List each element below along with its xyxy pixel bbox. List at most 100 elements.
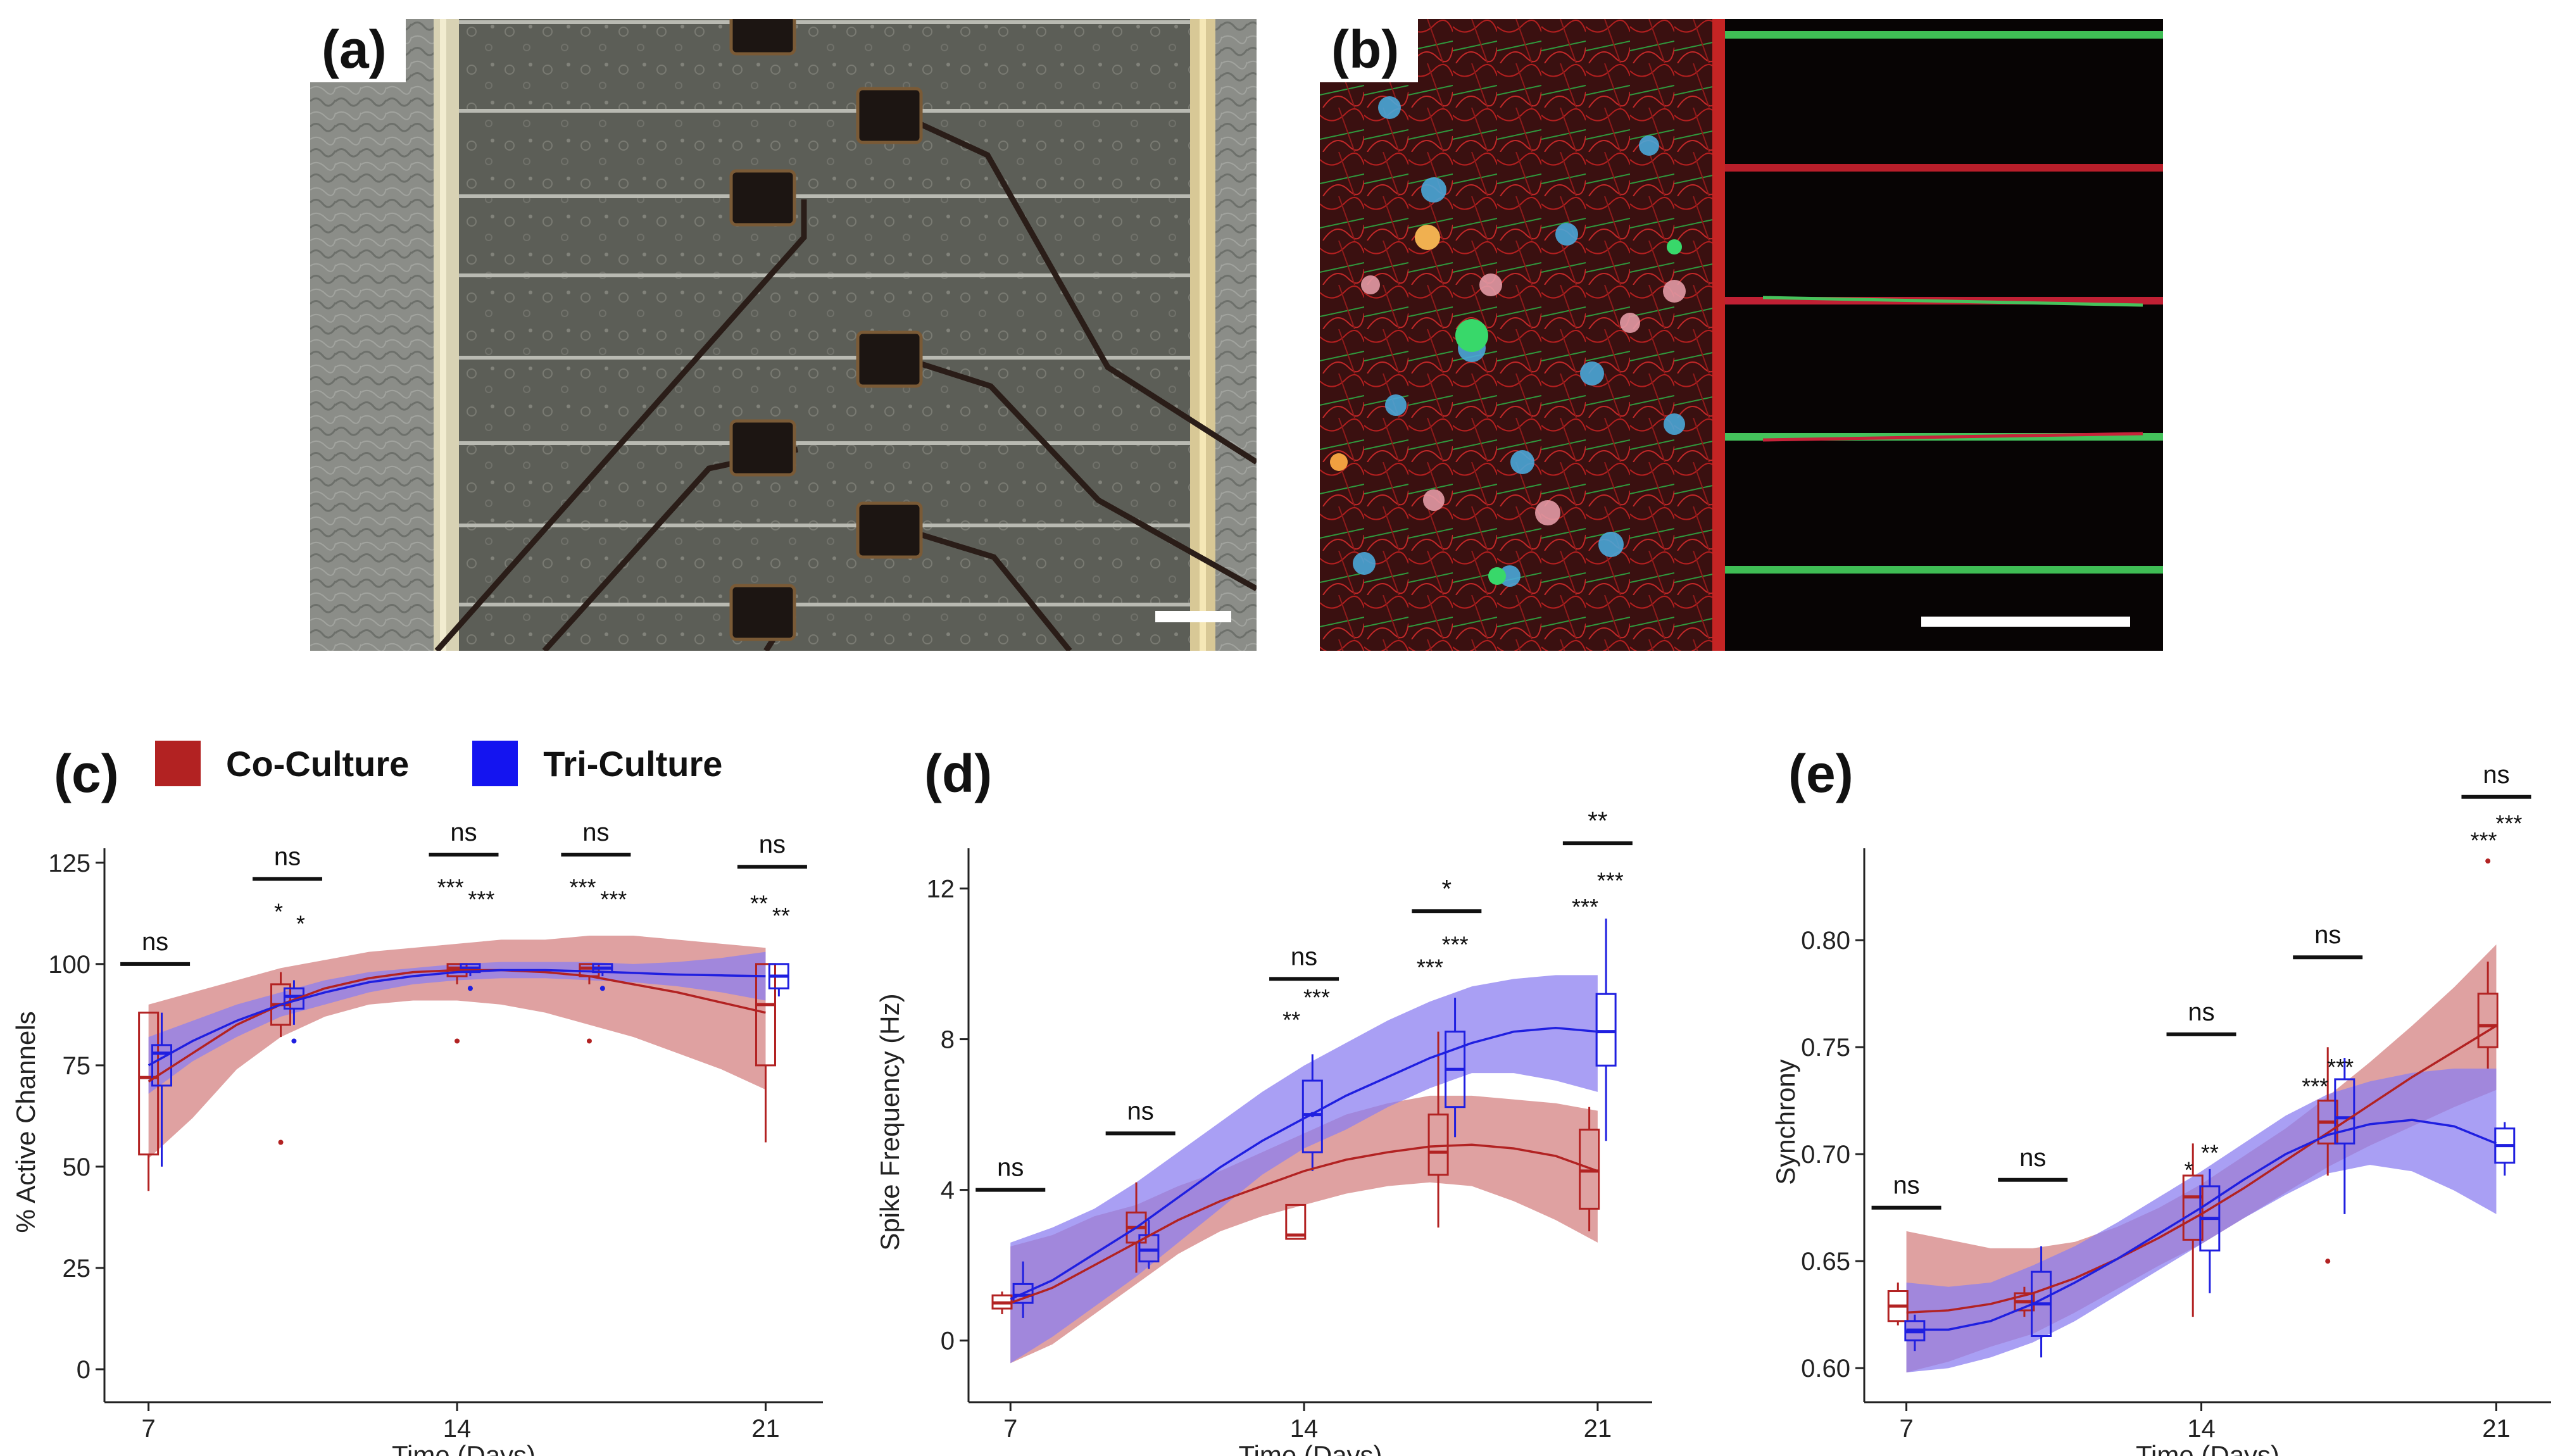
x-tick-label: 7 (142, 1415, 156, 1443)
x-tick-label: 14 (443, 1415, 472, 1443)
panel-label-d: (d) (924, 744, 993, 803)
x-axis-label: Time (Days) (1238, 1440, 1382, 1456)
legend-item-co-culture: Co-Culture (155, 741, 409, 786)
significance-stars: *** (569, 874, 596, 900)
y-tick-label: 125 (48, 850, 91, 877)
electrode-array-image (310, 19, 1257, 651)
significance-stars: ** (2201, 1139, 2219, 1165)
box-co (138, 1012, 160, 1156)
box-co (1285, 1203, 1307, 1240)
y-tick-label: 0.65 (1801, 1248, 1850, 1276)
y-tick-label: 100 (48, 951, 91, 979)
significance-label: ns (1893, 1172, 1919, 1200)
significance-label: ns (997, 1154, 1024, 1182)
y-tick-label: 0.70 (1801, 1141, 1850, 1169)
y-tick-label: 75 (63, 1052, 91, 1080)
significance-label: ns (2483, 761, 2509, 789)
significance-stars: *** (1572, 894, 1598, 920)
y-axis-label: % Active Channels (11, 1011, 41, 1233)
chart-spike-frequency: 0 4 8 12 7 14 21 Time (Days) Spike Frequency (Hz… (875, 807, 1652, 1456)
y-tick-label: 0.75 (1801, 1034, 1850, 1062)
fit-line-co (1010, 1143, 1598, 1304)
significance-label: ns (2019, 1144, 2046, 1172)
panel-label-e: (e) (1788, 744, 1853, 803)
significance-stars: *** (1597, 868, 1624, 894)
chart-synchrony: 0.60 0.65 0.70 0.75 0.80 7 14 21 Time (Days) Sync… (1771, 761, 2551, 1456)
significance-stars: *** (1303, 984, 1330, 1010)
significance-label: ns (1127, 1097, 1154, 1125)
fit-line-tri (147, 969, 766, 1067)
box-co (755, 963, 776, 1067)
significance-label: ns (2314, 921, 2341, 949)
x-tick-label: 21 (2482, 1415, 2511, 1443)
significance-label: ** (1588, 807, 1607, 835)
fluorescence-image (1320, 19, 2163, 651)
microscopy-image-b: (b) (1320, 19, 2163, 651)
significance-stars: * (274, 898, 283, 924)
outlier-point-co (2325, 1258, 2331, 1264)
legend-item-tri-culture: Tri-Culture (472, 741, 722, 786)
confidence-band-tri (1010, 975, 1598, 1364)
box-tri (1301, 1079, 1323, 1153)
y-tick-label: 0 (77, 1356, 91, 1384)
box-tri (1012, 1283, 1034, 1304)
y-axis-label: Spike Frequency (Hz) (875, 993, 905, 1250)
y-axis-label: Synchrony (1771, 1059, 1800, 1184)
y-tick-label: 4 (941, 1177, 955, 1205)
y-tick-label: 0.80 (1801, 927, 1850, 955)
x-tick-label: 21 (751, 1415, 780, 1443)
y-tick-label: 50 (63, 1153, 91, 1181)
fit-line-co (147, 969, 766, 1083)
significance-stars: *** (2470, 827, 2497, 853)
fit-line-tri (1906, 1119, 2497, 1331)
significance-stars: ** (750, 891, 768, 917)
significance-label: ns (450, 819, 477, 846)
significance-stars: ** (1282, 1007, 1300, 1033)
x-axis-label: Time (Days) (2136, 1440, 2280, 1456)
significance-stars: *** (2495, 810, 2522, 836)
significance-stars: *** (437, 874, 464, 900)
outlier-point-tri (467, 986, 473, 991)
legend-label-tri: Tri-Culture (543, 743, 723, 784)
x-axis-label: Time (Days) (392, 1440, 536, 1456)
panel-label-a: (a) (310, 19, 406, 82)
y-tick-label: 25 (63, 1255, 91, 1283)
confidence-band-co (1010, 1095, 1598, 1364)
panel-label-c: (c) (54, 744, 119, 803)
significance-label: ns (142, 928, 168, 956)
outlier-point-co (455, 1038, 460, 1044)
outlier-point-tri (599, 986, 605, 991)
x-tick-label: 7 (1899, 1415, 1913, 1443)
box-tri (2334, 1078, 2355, 1145)
significance-stars: * (296, 911, 305, 937)
significance-label: ns (759, 831, 786, 858)
chart-active-channels: 0 25 50 75 100 125 7 14 21 Time (Days) % Active Ch… (11, 819, 823, 1456)
significance-stars: *** (1417, 954, 1443, 980)
significance-stars: *** (2327, 1054, 2354, 1080)
y-tick-label: 8 (941, 1026, 955, 1054)
fit-line-tri (1010, 1026, 1598, 1300)
x-tick-label: 7 (1003, 1415, 1017, 1443)
box-co (2477, 993, 2499, 1048)
significance-label: ns (582, 819, 609, 846)
y-tick-label: 0.60 (1801, 1355, 1850, 1383)
significance-stars: *** (468, 886, 494, 912)
significance-stars: *** (2302, 1074, 2328, 1100)
x-tick-label: 21 (1584, 1415, 1612, 1443)
scale-bar-a (1155, 611, 1231, 622)
legend-swatch-co (155, 741, 201, 786)
x-tick-label: 14 (1290, 1415, 1319, 1443)
x-tick-label: 14 (2187, 1415, 2216, 1443)
significance-label: * (1442, 875, 1452, 903)
panel-label-b: (b) (1320, 19, 1419, 82)
significance-stars: ** (772, 903, 790, 929)
significance-label: ns (2188, 998, 2214, 1026)
microscopy-image-a: (a) (310, 19, 1257, 651)
significance-stars: * (2185, 1157, 2193, 1183)
outlier-point-co (586, 1038, 592, 1044)
legend-label-co: Co-Culture (226, 743, 410, 784)
box-tri (151, 1044, 173, 1087)
scale-bar-b (1921, 617, 2130, 627)
significance-label: ns (1291, 943, 1317, 970)
significance-stars: *** (1442, 932, 1469, 958)
